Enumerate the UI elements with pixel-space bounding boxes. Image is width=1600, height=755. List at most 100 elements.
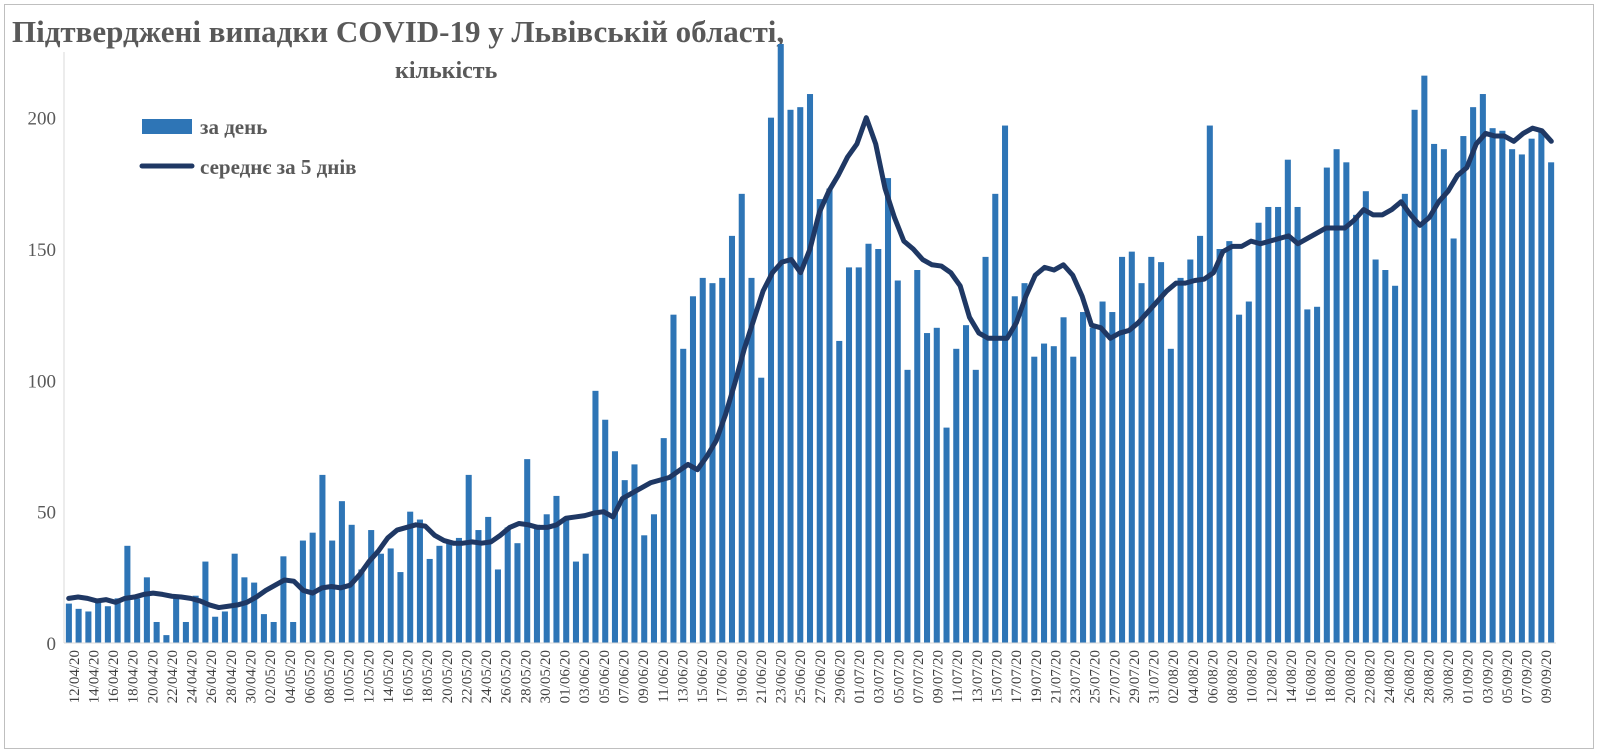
daily-bar bbox=[631, 464, 638, 643]
x-tick-label: 04/08/20 bbox=[1186, 650, 1202, 703]
daily-bar bbox=[553, 495, 560, 643]
x-tick-label: 29/06/20 bbox=[832, 650, 848, 703]
daily-bar bbox=[387, 548, 394, 643]
daily-bar bbox=[1109, 312, 1116, 643]
daily-bar bbox=[943, 427, 950, 643]
daily-bar bbox=[182, 621, 189, 643]
x-tick-label: 21/06/20 bbox=[754, 650, 770, 703]
daily-bar bbox=[1479, 94, 1486, 643]
x-tick-label: 10/05/20 bbox=[342, 650, 358, 703]
daily-bar bbox=[543, 514, 550, 643]
daily-bar bbox=[124, 545, 131, 643]
daily-bar bbox=[1050, 346, 1057, 643]
daily-bar bbox=[1440, 149, 1447, 643]
daily-bar bbox=[251, 582, 258, 643]
daily-bar bbox=[309, 532, 316, 643]
daily-bar bbox=[670, 314, 677, 643]
daily-bar bbox=[494, 569, 501, 643]
daily-bar bbox=[816, 199, 823, 643]
x-tick-label: 18/05/20 bbox=[420, 650, 436, 703]
x-tick-label: 25/06/20 bbox=[793, 650, 809, 703]
daily-bar bbox=[904, 369, 911, 643]
daily-bar bbox=[1518, 154, 1525, 643]
x-tick-label: 16/05/20 bbox=[401, 650, 417, 703]
x-tick-label: 13/06/20 bbox=[675, 650, 691, 703]
x-tick-label: 28/08/20 bbox=[1421, 650, 1437, 703]
daily-bar bbox=[1353, 214, 1360, 643]
daily-bar bbox=[65, 603, 72, 643]
x-tick-label: 08/08/20 bbox=[1225, 650, 1241, 703]
daily-bar bbox=[621, 480, 628, 643]
daily-bar bbox=[407, 511, 414, 643]
x-tick-label: 06/08/20 bbox=[1205, 650, 1221, 703]
x-tick-label: 22/08/20 bbox=[1363, 650, 1379, 703]
y-tick-label: 150 bbox=[28, 240, 57, 261]
daily-bar bbox=[1119, 256, 1126, 643]
daily-bar bbox=[1138, 283, 1145, 643]
daily-bar bbox=[1206, 125, 1213, 644]
daily-bar bbox=[446, 543, 453, 643]
x-tick-label: 17/06/20 bbox=[715, 650, 731, 703]
x-tick-label: 19/06/20 bbox=[734, 650, 750, 703]
daily-bar bbox=[767, 117, 775, 644]
x-tick-label: 27/06/20 bbox=[813, 650, 829, 703]
daily-bar bbox=[894, 280, 901, 643]
daily-bar bbox=[1187, 259, 1194, 643]
legend: за день середнє за 5 днів bbox=[139, 115, 357, 179]
x-tick-label: 11/07/20 bbox=[950, 650, 966, 703]
daily-bar bbox=[1304, 309, 1311, 643]
daily-bar bbox=[1167, 348, 1174, 643]
daily-bar bbox=[953, 348, 960, 643]
daily-bar bbox=[728, 235, 736, 643]
x-tick-label: 05/06/20 bbox=[597, 650, 613, 703]
x-tick-label: 14/04/20 bbox=[86, 650, 102, 703]
daily-bar bbox=[1548, 162, 1555, 643]
x-tick-label: 07/06/20 bbox=[617, 650, 633, 703]
x-tick-label: 19/07/20 bbox=[1029, 650, 1045, 703]
daily-bar bbox=[270, 621, 277, 643]
daily-bar bbox=[1041, 343, 1048, 643]
daily-bar bbox=[845, 267, 853, 643]
daily-bar bbox=[1470, 107, 1477, 643]
daily-bar bbox=[1284, 159, 1291, 643]
x-tick-label: 28/04/20 bbox=[224, 650, 240, 703]
x-tick-label: 16/04/20 bbox=[106, 650, 122, 703]
daily-bar bbox=[1070, 356, 1077, 643]
daily-bar bbox=[572, 561, 579, 643]
daily-bar bbox=[192, 595, 199, 643]
daily-bar bbox=[485, 516, 492, 643]
x-tick-label: 21/07/20 bbox=[1048, 650, 1064, 703]
daily-bar bbox=[806, 94, 814, 643]
daily-bar bbox=[1060, 317, 1067, 643]
daily-bar bbox=[95, 600, 102, 643]
daily-bar bbox=[650, 514, 657, 643]
daily-bar bbox=[377, 553, 384, 643]
daily-bar bbox=[1489, 128, 1496, 644]
daily-bar bbox=[777, 44, 784, 643]
daily-bar bbox=[290, 621, 297, 643]
x-tick-label: 14/08/20 bbox=[1284, 650, 1300, 703]
daily-bar bbox=[514, 543, 521, 643]
daily-bar bbox=[85, 611, 92, 643]
daily-bar bbox=[1411, 109, 1418, 644]
daily-bar bbox=[397, 572, 404, 643]
daily-bar bbox=[1158, 262, 1165, 643]
daily-bar bbox=[1255, 222, 1262, 644]
daily-bar bbox=[75, 608, 82, 643]
daily-bar bbox=[153, 621, 160, 643]
x-tick-label: 29/07/20 bbox=[1127, 650, 1143, 703]
daily-bar bbox=[933, 327, 940, 643]
x-tick-label: 01/06/20 bbox=[558, 650, 574, 703]
daily-bars bbox=[65, 44, 1555, 644]
x-tick-label: 17/07/20 bbox=[1009, 650, 1025, 703]
x-tick-label: 09/07/20 bbox=[931, 650, 947, 703]
daily-bar bbox=[1177, 277, 1184, 643]
daily-bar bbox=[972, 369, 979, 643]
x-tick-label: 09/06/20 bbox=[636, 650, 652, 703]
x-tick-label: 09/09/20 bbox=[1539, 650, 1555, 703]
daily-bar bbox=[1294, 206, 1301, 643]
daily-bar bbox=[1265, 206, 1272, 643]
x-tick-label: 30/08/20 bbox=[1441, 650, 1457, 703]
daily-bar bbox=[1245, 301, 1252, 643]
